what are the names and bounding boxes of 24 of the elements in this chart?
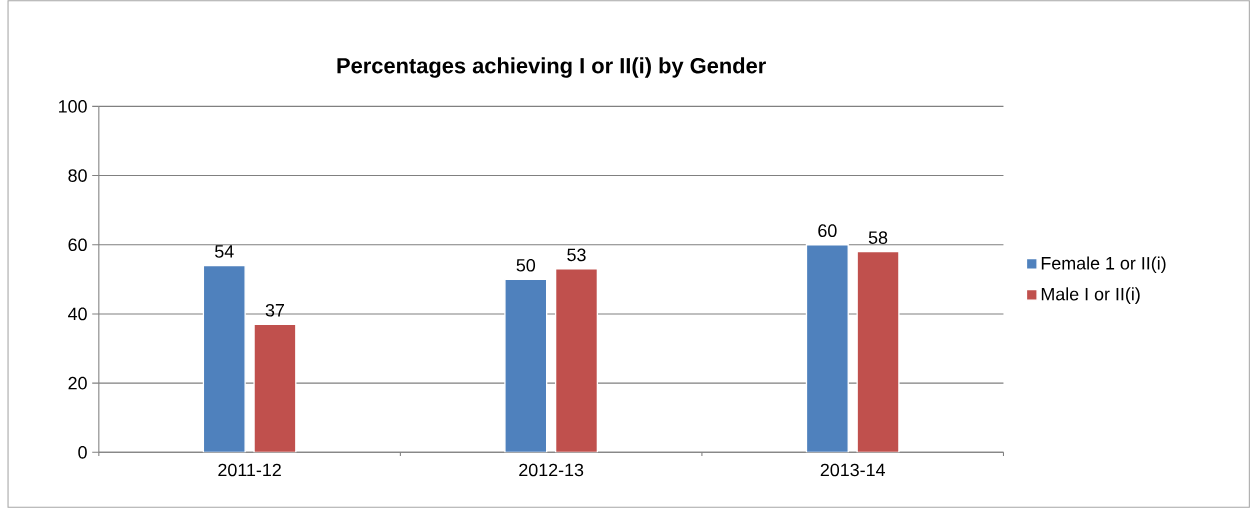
bar [554, 268, 599, 453]
x-tick-label: 2013-14 [820, 463, 885, 477]
data-label: 54 [215, 245, 234, 258]
data-label: 58 [868, 231, 888, 244]
data-label: 60 [818, 224, 837, 238]
legend-label: Male I or II(i) [1041, 287, 1140, 304]
y-tick-label: 20 [68, 376, 87, 390]
y-tick-label: 0 [78, 445, 87, 459]
x-tick-label: 2012-13 [519, 463, 584, 477]
data-label: 37 [265, 303, 285, 317]
legend-label: Female 1 or II(i) [1041, 256, 1166, 274]
chart-title: Percentages achieving I or II(i) by Gender [337, 57, 766, 78]
y-tick-label: 40 [68, 307, 87, 321]
y-tick-label: 60 [68, 238, 87, 252]
data-label: 53 [567, 248, 586, 262]
bar [253, 323, 297, 453]
x-tick-label: 2011-12 [218, 463, 281, 477]
bar [856, 250, 900, 453]
bar [202, 264, 246, 453]
y-tick-label: 80 [68, 169, 87, 182]
data-label: 50 [516, 258, 536, 272]
y-tick-label: 100 [59, 100, 87, 113]
bar [504, 278, 548, 453]
bar [805, 244, 849, 453]
